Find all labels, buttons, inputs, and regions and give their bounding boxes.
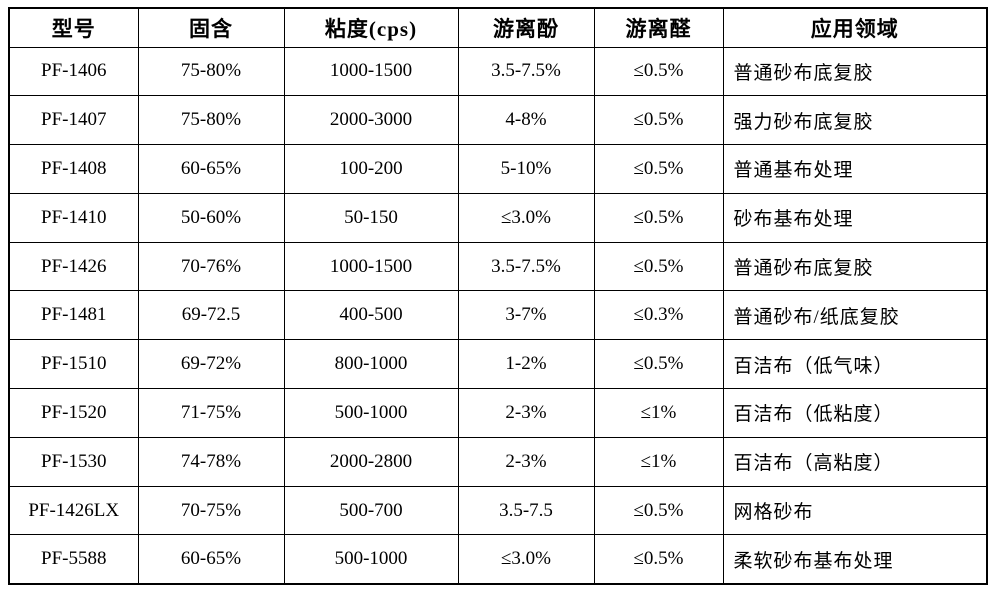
cell-free-phenol: 4-8% [457,95,595,146]
cell-model: PF-1520 [8,388,139,438]
cell-model: PF-1510 [8,339,139,390]
table-row: PF-5588 60-65% 500-1000 ≤3.0% ≤0.5% 柔软砂布… [8,534,988,585]
col-header-solid-content: 固含 [137,7,285,48]
cell-viscosity: 2000-3000 [283,95,459,146]
cell-viscosity: 800-1000 [283,339,459,390]
cell-application: 百洁布（高粘度） [722,436,988,487]
cell-free-phenol: 3.5-7.5% [457,241,595,292]
cell-free-aldehyde: ≤1% [593,436,724,487]
col-header-model: 型号 [8,7,139,48]
table-row: PF-1510 69-72% 800-1000 1-2% ≤0.5% 百洁布（低… [8,339,988,390]
cell-free-aldehyde: ≤0.5% [593,241,724,292]
cell-free-aldehyde: ≤0.3% [593,290,724,341]
cell-free-aldehyde: ≤0.5% [593,534,724,585]
cell-solid-content: 69-72% [137,339,285,390]
cell-solid-content: 75-80% [137,46,285,97]
table-row: PF-1426 70-76% 1000-1500 3.5-7.5% ≤0.5% … [8,241,988,292]
cell-application: 柔软砂布基布处理 [722,534,988,585]
cell-model: PF-1481 [8,290,139,341]
cell-viscosity: 1000-1500 [283,241,459,292]
col-header-free-aldehyde: 游离醛 [593,7,724,48]
cell-free-aldehyde: ≤0.5% [593,95,724,146]
cell-free-phenol: 3.5-7.5% [457,46,595,97]
table-row: PF-1481 69-72.5 400-500 3-7% ≤0.3% 普通砂布/… [8,290,988,341]
cell-viscosity: 500-700 [283,485,459,536]
cell-model: PF-1530 [8,436,139,487]
cell-viscosity: 1000-1500 [283,46,459,97]
cell-free-aldehyde: ≤0.5% [593,46,724,97]
table-row: PF-1408 60-65% 100-200 5-10% ≤0.5% 普通基布处… [8,144,988,194]
cell-free-phenol: 3.5-7.5 [457,485,595,536]
cell-free-aldehyde: ≤0.5% [593,339,724,390]
header-row: 型号 固含 粘度(cps) 游离酚 游离醛 应用领域 [8,7,988,48]
cell-application: 强力砂布底复胶 [722,95,988,146]
cell-viscosity: 400-500 [283,290,459,341]
cell-model: PF-1406 [8,46,139,97]
cell-application: 普通砂布底复胶 [722,46,988,97]
cell-free-phenol: ≤3.0% [457,192,595,243]
cell-free-phenol: 2-3% [457,436,595,487]
cell-model: PF-1426LX [8,485,139,536]
col-header-free-phenol: 游离酚 [457,7,595,48]
product-spec-table: 型号 固含 粘度(cps) 游离酚 游离醛 应用领域 PF-1406 75-80… [8,7,988,585]
cell-free-phenol: 1-2% [457,339,595,390]
cell-viscosity: 500-1000 [283,388,459,438]
table-row: PF-1530 74-78% 2000-2800 2-3% ≤1% 百洁布（高粘… [8,436,988,487]
table-row: PF-1410 50-60% 50-150 ≤3.0% ≤0.5% 砂布基布处理 [8,192,988,243]
cell-application: 百洁布（低气味） [722,339,988,390]
cell-free-phenol: 2-3% [457,388,595,438]
cell-viscosity: 2000-2800 [283,436,459,487]
table-row: PF-1426LX 70-75% 500-700 3.5-7.5 ≤0.5% 网… [8,485,988,536]
cell-solid-content: 74-78% [137,436,285,487]
cell-application: 砂布基布处理 [722,192,988,243]
cell-solid-content: 71-75% [137,388,285,438]
cell-free-aldehyde: ≤0.5% [593,485,724,536]
cell-solid-content: 70-76% [137,241,285,292]
cell-model: PF-1407 [8,95,139,146]
cell-application: 网格砂布 [722,485,988,536]
cell-free-aldehyde: ≤0.5% [593,192,724,243]
table-row: PF-1406 75-80% 1000-1500 3.5-7.5% ≤0.5% … [8,46,988,97]
cell-application: 普通基布处理 [722,144,988,194]
cell-free-aldehyde: ≤0.5% [593,144,724,194]
cell-solid-content: 60-65% [137,144,285,194]
cell-application: 普通砂布/纸底复胶 [722,290,988,341]
table-row: PF-1520 71-75% 500-1000 2-3% ≤1% 百洁布（低粘度… [8,388,988,438]
cell-free-phenol: 3-7% [457,290,595,341]
cell-free-phenol: ≤3.0% [457,534,595,585]
cell-solid-content: 69-72.5 [137,290,285,341]
cell-model: PF-1426 [8,241,139,292]
cell-application: 普通砂布底复胶 [722,241,988,292]
cell-free-phenol: 5-10% [457,144,595,194]
cell-solid-content: 75-80% [137,95,285,146]
cell-solid-content: 50-60% [137,192,285,243]
cell-viscosity: 100-200 [283,144,459,194]
table-row: PF-1407 75-80% 2000-3000 4-8% ≤0.5% 强力砂布… [8,95,988,146]
col-header-viscosity: 粘度(cps) [283,7,459,48]
cell-viscosity: 50-150 [283,192,459,243]
cell-model: PF-5588 [8,534,139,585]
cell-solid-content: 70-75% [137,485,285,536]
cell-solid-content: 60-65% [137,534,285,585]
cell-free-aldehyde: ≤1% [593,388,724,438]
cell-model: PF-1408 [8,144,139,194]
col-header-application: 应用领域 [722,7,988,48]
cell-application: 百洁布（低粘度） [722,388,988,438]
cell-viscosity: 500-1000 [283,534,459,585]
cell-model: PF-1410 [8,192,139,243]
